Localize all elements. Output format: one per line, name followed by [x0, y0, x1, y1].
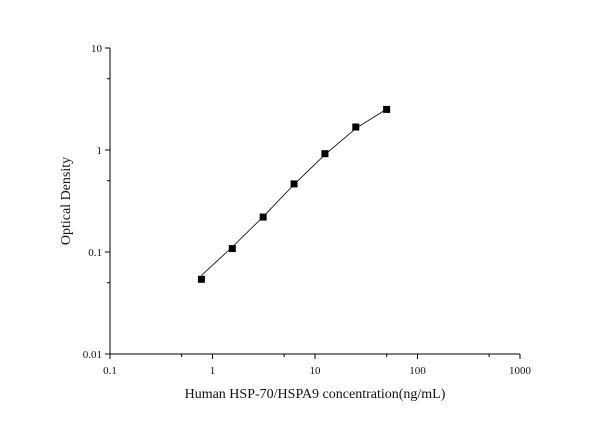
x-tick-label: 10 — [310, 365, 322, 377]
data-point — [352, 123, 360, 131]
x-tick-label: 0.1 — [103, 365, 117, 377]
y-tick-label: 0.1 — [88, 247, 102, 259]
data-point — [321, 150, 329, 158]
data-point — [259, 213, 267, 221]
plot-frame — [109, 48, 520, 355]
x-tick-label: 100 — [409, 365, 426, 377]
x-tick-label: 1000 — [509, 365, 532, 377]
x-tick-label: 1 — [210, 365, 216, 377]
y-tick-label: 10 — [91, 43, 103, 55]
data-points — [197, 105, 391, 283]
x-axis-title: Human HSP-70/HSPA9 concentration(ng/mL) — [185, 387, 446, 402]
axis-ticks — [105, 47, 521, 359]
data-point — [197, 275, 205, 283]
data-point — [228, 245, 236, 253]
data-point — [290, 180, 298, 188]
y-axis-title: Optical Density — [59, 157, 74, 245]
data-point — [383, 105, 391, 113]
y-tick-label: 1 — [97, 145, 103, 157]
y-tick-label: 0.01 — [83, 349, 102, 361]
